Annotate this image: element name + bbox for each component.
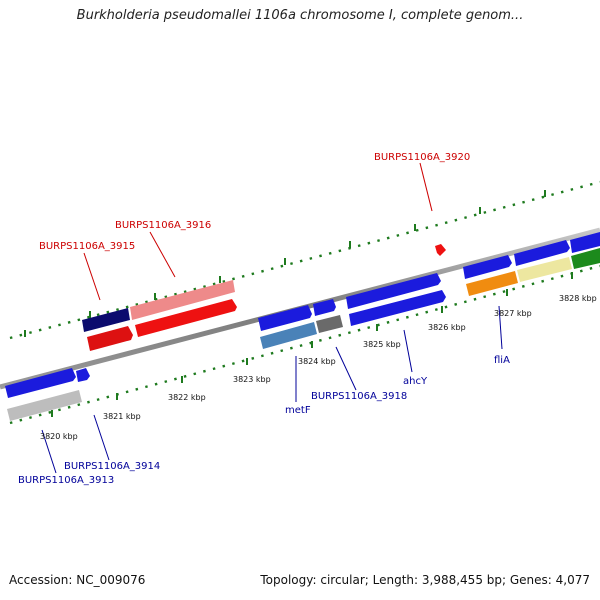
gene-box[interactable]	[466, 271, 518, 296]
gene-box[interactable]	[76, 368, 90, 382]
gene-box[interactable]	[571, 248, 600, 269]
lower-major-ticks	[51, 272, 573, 417]
scale-label: 3824 kbp	[298, 357, 336, 366]
gene-box[interactable]	[463, 255, 512, 279]
gene-label[interactable]: BURPS1106A_3915	[39, 241, 135, 252]
scale-label: 3822 kbp	[168, 393, 206, 402]
gene-box[interactable]	[135, 299, 237, 337]
gene-box[interactable]	[346, 273, 441, 309]
summary-text: Topology: circular; Length: 3,988,455 bp…	[260, 573, 590, 587]
lower-dotted-ruler	[9, 264, 600, 425]
scale-label: 3823 kbp	[233, 375, 271, 384]
gene-label[interactable]: BURPS1106A_3918	[311, 391, 407, 402]
gene-label[interactable]: BURPS1106A_3920	[374, 152, 470, 163]
gene-box[interactable]	[260, 322, 317, 349]
scale-label: 3820 kbp	[40, 432, 78, 441]
gene-box[interactable]	[316, 315, 343, 333]
gene-box[interactable]	[5, 368, 76, 398]
gene-labels: BURPS1106A_3915 BURPS1106A_3916 BURPS110…	[18, 152, 510, 486]
upper-dotted-ruler	[9, 180, 600, 340]
gene-box[interactable]	[87, 326, 133, 351]
gene-label[interactable]: BURPS1106A_3914	[64, 461, 160, 472]
gene-label[interactable]: fliA	[494, 355, 510, 366]
gene-label[interactable]: BURPS1106A_3916	[115, 220, 211, 231]
gene-label[interactable]: ahcY	[403, 376, 428, 387]
gene-label[interactable]: metF	[285, 405, 311, 416]
scale-label: 3828 kbp	[559, 294, 597, 303]
gene-box[interactable]	[258, 305, 312, 331]
scale-label: 3825 kbp	[363, 340, 401, 349]
gene-box[interactable]	[517, 257, 572, 282]
scale-label: 3826 kbp	[428, 323, 466, 332]
gene-box[interactable]	[349, 290, 446, 326]
upper-major-ticks	[24, 190, 546, 337]
gene-box[interactable]	[7, 390, 82, 421]
accession-text: Accession: NC_009076	[9, 573, 146, 587]
gene-box[interactable]	[570, 232, 600, 253]
lower-strand-genes	[5, 248, 600, 421]
gene-label[interactable]: BURPS1106A_3913	[18, 475, 114, 486]
gene-box[interactable]	[435, 244, 446, 256]
scale-label: 3827 kbp	[494, 309, 532, 318]
gene-box[interactable]	[313, 299, 336, 316]
gene-box[interactable]	[130, 280, 235, 320]
gene-box[interactable]	[82, 308, 130, 332]
map-title: Burkholderia pseudomallei 1106a chromoso…	[76, 8, 524, 23]
label-leader-lines	[41, 162, 503, 474]
scale-labels: 3820 kbp 3821 kbp 3822 kbp 3823 kbp 3824…	[40, 294, 597, 441]
scale-label: 3821 kbp	[103, 412, 141, 421]
upper-strand-genes	[82, 232, 600, 351]
gene-box[interactable]	[514, 240, 570, 266]
